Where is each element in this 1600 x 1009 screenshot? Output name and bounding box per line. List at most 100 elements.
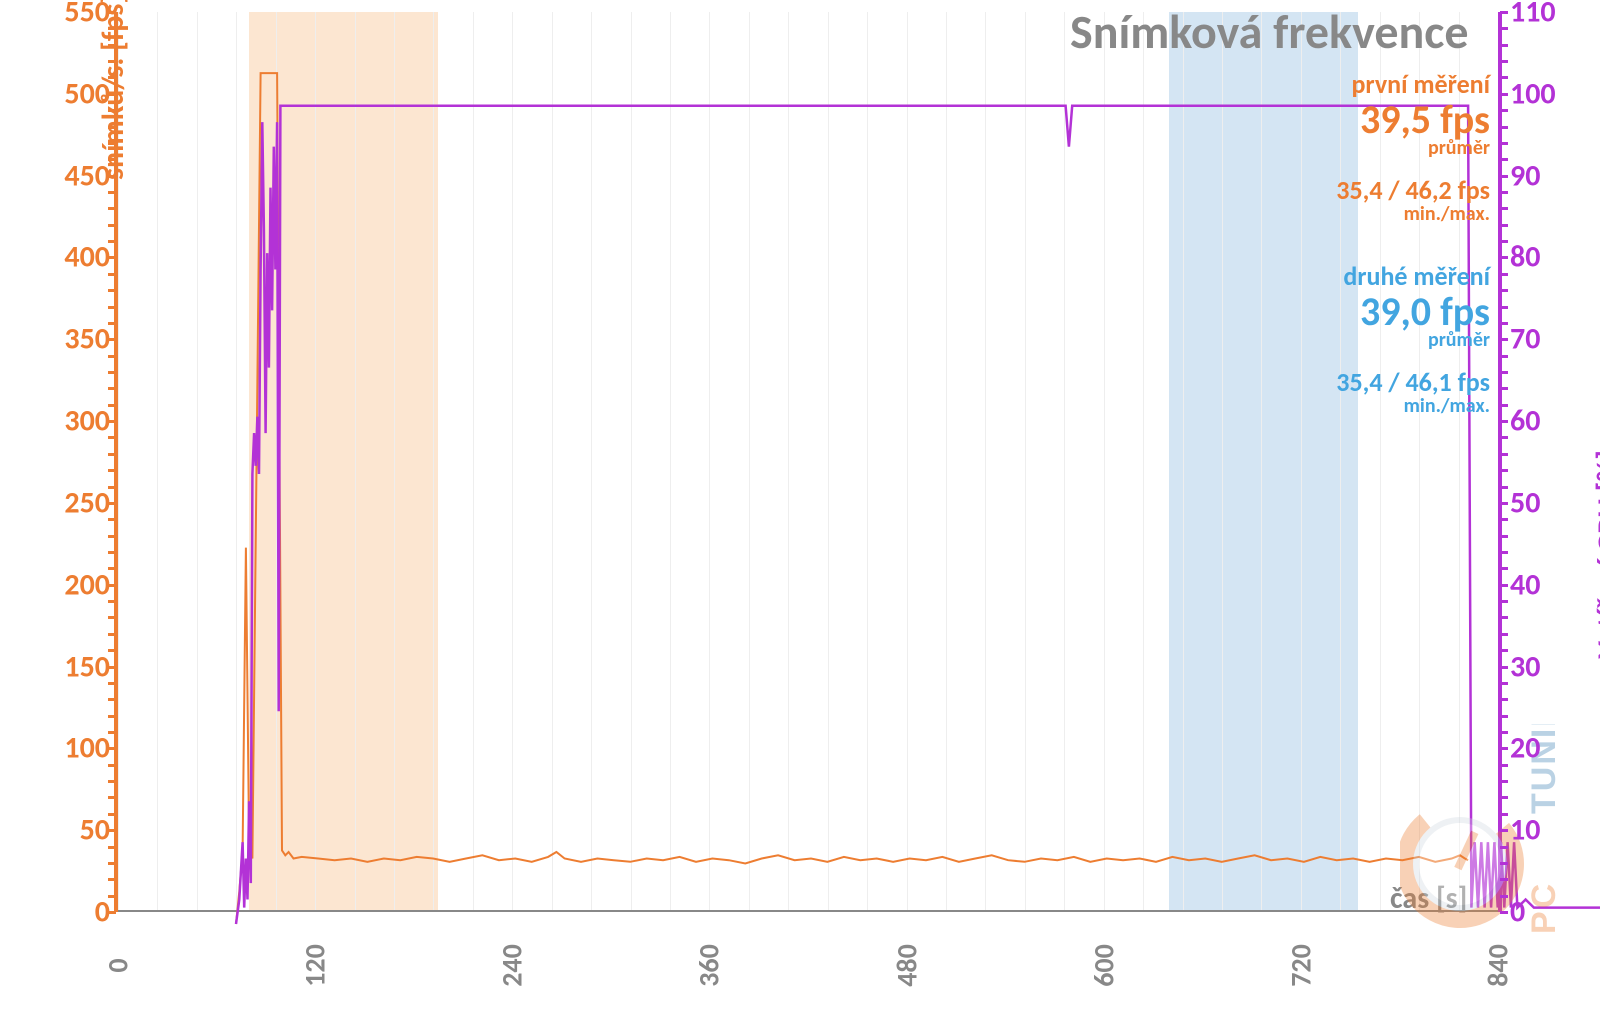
y-left-tick: 350	[30, 321, 110, 358]
y-left-minor-tick	[108, 60, 116, 63]
y-left-minor-tick	[108, 224, 116, 227]
y-left-tick: 50	[30, 812, 110, 849]
x-tick: 120	[298, 944, 333, 987]
y-left-minor-tick	[108, 142, 116, 145]
y-right-minor-tick	[1500, 846, 1508, 849]
grid-v	[197, 12, 198, 910]
y-right-minor-tick	[1500, 796, 1508, 799]
y-right-minor-tick	[1500, 584, 1508, 587]
y-left-minor-tick	[108, 796, 116, 799]
y-left-minor-tick	[108, 829, 116, 832]
y-right-tick: 70	[1510, 321, 1570, 358]
chart-container: Snímková frekvence snímků/s. [fps] Vytíž…	[0, 0, 1600, 1009]
y-left-minor-tick	[108, 420, 116, 423]
y-right-minor-tick	[1500, 633, 1508, 636]
y-right-tick: 100	[1510, 75, 1570, 112]
y-left-tick: 250	[30, 484, 110, 521]
y-right-tick: 20	[1510, 730, 1570, 767]
y-left-minor-tick	[108, 404, 116, 407]
y-left-minor-tick	[108, 44, 116, 47]
y-right-minor-tick	[1500, 355, 1508, 358]
y-right-minor-tick	[1500, 747, 1508, 750]
y-left-minor-tick	[108, 862, 116, 865]
y-left-minor-tick	[108, 682, 116, 685]
y-right-tick: 10	[1510, 812, 1570, 849]
y-right-minor-tick	[1500, 649, 1508, 652]
y-right-minor-tick	[1500, 109, 1508, 112]
y-left-minor-tick	[108, 780, 116, 783]
y-left-minor-tick	[108, 387, 116, 390]
y-right-tick: 50	[1510, 484, 1570, 521]
y-right-minor-tick	[1500, 158, 1508, 161]
y-left-minor-tick	[108, 158, 116, 161]
y-left-minor-tick	[108, 175, 116, 178]
y-left-minor-tick	[108, 698, 116, 701]
y-left-minor-tick	[108, 715, 116, 718]
y-left-minor-tick	[108, 371, 116, 374]
y-right-tick: 0	[1510, 894, 1570, 931]
y-right-minor-tick	[1500, 600, 1508, 603]
y-left-minor-tick	[108, 289, 116, 292]
y-right-minor-tick	[1500, 616, 1508, 619]
y-right-minor-tick	[1500, 813, 1508, 816]
y-left-minor-tick	[108, 93, 116, 96]
measurement-avg: 39,5 fps	[1230, 100, 1490, 140]
y-left-tick: 200	[30, 566, 110, 603]
y-left-minor-tick	[108, 502, 116, 505]
y-left-minor-tick	[108, 436, 116, 439]
y-left-minor-tick	[108, 764, 116, 767]
y-right-minor-tick	[1500, 44, 1508, 47]
y-right-minor-tick	[1500, 76, 1508, 79]
measurement-0: první měření39,5 fpsprůměr35,4 / 46,2 fp…	[1230, 68, 1490, 226]
y-right-tick: 90	[1510, 157, 1570, 194]
y-right-minor-tick	[1500, 306, 1508, 309]
y-right-minor-tick	[1500, 322, 1508, 325]
y-left-minor-tick	[108, 878, 116, 881]
y-right-minor-tick	[1500, 469, 1508, 472]
y-left-minor-tick	[108, 846, 116, 849]
y-right-minor-tick	[1500, 371, 1508, 374]
y-left-minor-tick	[108, 469, 116, 472]
y-right-minor-tick	[1500, 289, 1508, 292]
y-right-minor-tick	[1500, 502, 1508, 505]
y-left-minor-tick	[108, 76, 116, 79]
y-left-tick: 300	[30, 403, 110, 440]
y-left-minor-tick	[108, 567, 116, 570]
y-right-minor-tick	[1500, 338, 1508, 341]
y-right-minor-tick	[1500, 682, 1508, 685]
y-right-minor-tick	[1500, 436, 1508, 439]
y-right-minor-tick	[1500, 453, 1508, 456]
y-right-minor-tick	[1500, 567, 1508, 570]
y-left-tick: 500	[30, 75, 110, 112]
y-right-minor-tick	[1500, 829, 1508, 832]
x-tick: 240	[495, 944, 530, 987]
grid-v	[157, 12, 158, 910]
y-left-minor-tick	[108, 191, 116, 194]
y-right-minor-tick	[1500, 666, 1508, 669]
y-left-minor-tick	[108, 453, 116, 456]
y-left-minor-tick	[108, 338, 116, 341]
y-left-tick: 400	[30, 239, 110, 276]
y-left-minor-tick	[108, 600, 116, 603]
y-right-minor-tick	[1500, 698, 1508, 701]
y-left-minor-tick	[108, 207, 116, 210]
y-left-minor-tick	[108, 322, 116, 325]
y-left-minor-tick	[108, 551, 116, 554]
y-right-minor-tick	[1500, 142, 1508, 145]
y-right-minor-tick	[1500, 224, 1508, 227]
chart-title: Snímková frekvence	[1070, 2, 1469, 61]
y-right-minor-tick	[1500, 60, 1508, 63]
y-right-minor-tick	[1500, 93, 1508, 96]
y-left-minor-tick	[108, 27, 116, 30]
y-right-tick: 110	[1510, 0, 1570, 31]
y-right-minor-tick	[1500, 715, 1508, 718]
x-tick: 0	[101, 958, 136, 972]
y-left-minor-tick	[108, 355, 116, 358]
y-right-minor-tick	[1500, 27, 1508, 30]
y-right-tick: 40	[1510, 566, 1570, 603]
y-left-minor-tick	[108, 535, 116, 538]
y-left-minor-tick	[108, 649, 116, 652]
y-right-minor-tick	[1500, 911, 1508, 914]
x-tick: 600	[1086, 944, 1121, 987]
y-left-minor-tick	[108, 633, 116, 636]
